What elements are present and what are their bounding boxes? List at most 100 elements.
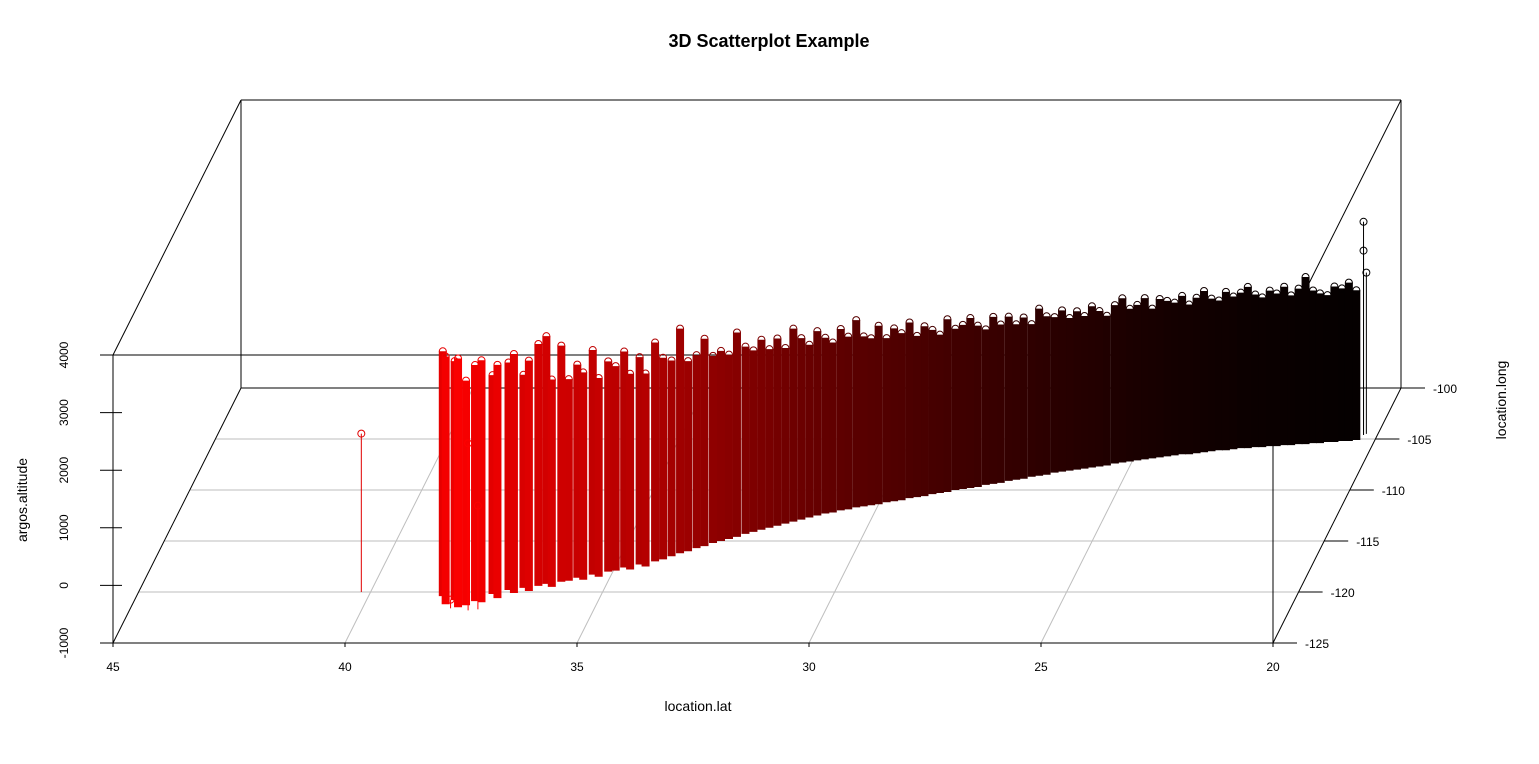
box-edge <box>112 99 242 356</box>
data-point <box>454 354 463 363</box>
data-point <box>943 315 952 324</box>
data-point <box>1027 320 1036 329</box>
data-point <box>724 350 733 359</box>
data-point <box>667 356 676 365</box>
data-point <box>765 345 774 354</box>
data-point <box>557 341 566 350</box>
data-point <box>1073 307 1081 316</box>
data-point <box>1200 286 1209 295</box>
data-point <box>1258 293 1267 302</box>
data-point <box>700 334 709 343</box>
data-point <box>1192 293 1201 302</box>
data-point <box>749 346 758 355</box>
data-point <box>836 324 845 333</box>
data-point <box>620 347 629 356</box>
data-point <box>1359 246 1368 255</box>
data-point <box>928 325 937 334</box>
data-point <box>635 353 644 362</box>
data-point <box>692 351 701 360</box>
data-point <box>1243 282 1252 291</box>
data-point <box>1133 300 1142 309</box>
data-point <box>1110 301 1119 310</box>
data-point <box>464 439 473 448</box>
data-point <box>958 320 967 329</box>
z-tick-label: 3000 <box>57 399 71 426</box>
data-point <box>604 357 613 366</box>
z-tick-label: 4000 <box>57 341 71 368</box>
data-point <box>905 318 914 327</box>
z-tick-label: -1000 <box>57 627 71 658</box>
data-point <box>462 376 471 385</box>
z-axis-label: argos.altitude <box>14 458 30 542</box>
data-point <box>1155 294 1164 303</box>
data-point <box>1050 313 1059 322</box>
y-tick-label: -115 <box>1356 535 1379 549</box>
data-point <box>651 338 660 347</box>
chart-title: 3D Scatterplot Example <box>668 31 869 51</box>
data-point <box>357 429 366 438</box>
box-edge <box>112 387 242 644</box>
data-point <box>741 342 750 351</box>
data-point <box>579 368 588 377</box>
data-point <box>813 327 822 336</box>
data-point <box>789 324 798 333</box>
data-point <box>446 595 455 604</box>
data-point <box>684 357 693 366</box>
data-point <box>1344 278 1353 287</box>
y-tick-label: -100 <box>1433 382 1457 396</box>
data-point <box>1272 289 1281 298</box>
z-tick-label: 1000 <box>57 514 71 541</box>
data-point <box>773 334 782 343</box>
data-point <box>641 369 650 378</box>
data-point <box>1287 291 1296 300</box>
data-point <box>1019 313 1028 322</box>
data-point <box>542 332 551 341</box>
data-point <box>1330 282 1339 291</box>
data-point <box>709 351 718 360</box>
data-point <box>874 321 883 330</box>
data-point <box>1265 286 1274 295</box>
data-point <box>1140 294 1149 303</box>
z-tick-label: 0 <box>57 582 71 589</box>
data-point <box>477 356 486 365</box>
data-point <box>1087 302 1096 311</box>
data-point <box>588 346 597 355</box>
data-point <box>920 322 929 331</box>
data-point <box>1280 282 1289 291</box>
data-point <box>547 375 556 384</box>
data-point <box>626 369 635 378</box>
data-point <box>659 353 668 362</box>
z-tick-label: 2000 <box>57 457 71 484</box>
data-point <box>981 325 990 334</box>
data-point <box>1004 312 1013 321</box>
data-point <box>473 501 482 510</box>
data-point <box>524 356 533 365</box>
data-point <box>1315 289 1324 298</box>
data-point <box>781 343 790 352</box>
y-axis-label: location.long <box>1493 361 1509 440</box>
data-point <box>757 335 766 344</box>
x-tick-label: 25 <box>1034 660 1048 674</box>
x-tick-label: 20 <box>1266 660 1280 674</box>
data-point <box>890 324 899 333</box>
x-tick-label: 30 <box>802 660 816 674</box>
data-point <box>805 340 814 349</box>
data-point <box>821 333 830 342</box>
x-tick-label: 45 <box>106 660 120 674</box>
y-tick-label: -125 <box>1305 637 1329 651</box>
data-point <box>1118 294 1127 303</box>
data-point <box>1185 300 1194 309</box>
data-point <box>951 324 960 333</box>
y-tick-label: -110 <box>1382 484 1405 498</box>
y-tick-label: -120 <box>1331 586 1355 600</box>
data-point <box>1301 273 1310 282</box>
box-edge <box>1272 387 1402 644</box>
data-point <box>852 316 861 325</box>
x-tick-label: 35 <box>570 660 584 674</box>
data-point <box>676 324 685 333</box>
data-point <box>1359 217 1368 226</box>
data-point <box>1221 287 1230 296</box>
y-tick-label: -105 <box>1407 433 1431 447</box>
data-point <box>441 352 450 361</box>
